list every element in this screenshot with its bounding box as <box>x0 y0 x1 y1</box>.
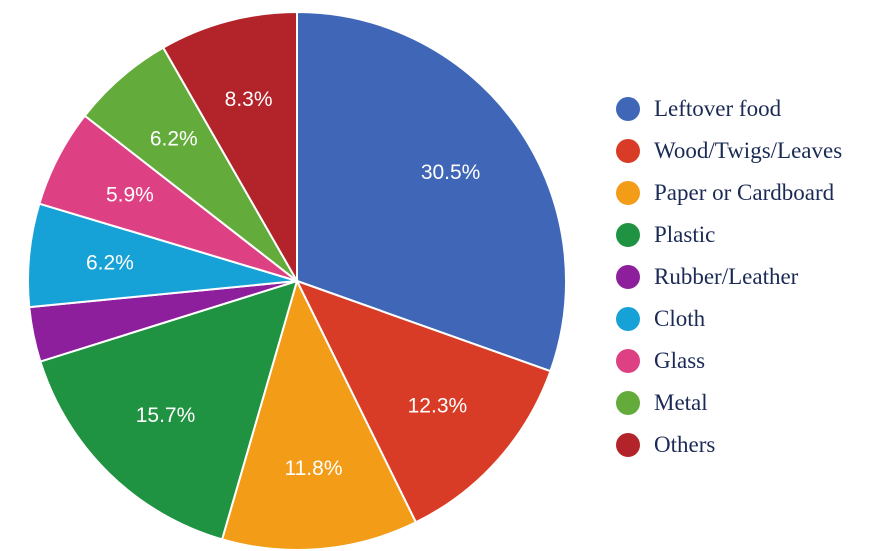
slice-label-leftover-food: 30.5% <box>421 161 481 184</box>
legend-swatch <box>616 307 640 331</box>
pie-slice-plastic <box>39 279 299 541</box>
pie-chart: 30.5% 12.3% 11.8% 15.7% 6.2% 5.9% 6.2% 8.3% <box>26 10 567 551</box>
legend-swatch <box>616 433 640 457</box>
legend-swatch <box>616 265 640 289</box>
legend-item-metal: Metal <box>616 382 842 424</box>
slice-label-wood-twigs-leaves: 12.3% <box>408 395 468 418</box>
legend-label: Glass <box>654 348 706 373</box>
legend-label: Cloth <box>654 306 706 331</box>
legend-item-wood-twigs-leaves: Wood/Twigs/Leaves <box>616 130 842 172</box>
legend-label: Wood/Twigs/Leaves <box>654 138 843 163</box>
legend-item-plastic: Plastic <box>616 214 842 256</box>
legend-label: Leftover food <box>654 96 782 121</box>
legend-item-glass: Glass <box>616 340 842 382</box>
legend-swatch <box>616 391 640 415</box>
legend-label: Rubber/Leather <box>654 264 799 289</box>
pie-slice-wood-twigs-leaves <box>295 279 552 524</box>
pie-slices <box>26 10 567 551</box>
slice-label-plastic: 15.7% <box>136 404 196 427</box>
slice-label-cloth: 6.2% <box>86 251 134 274</box>
legend-label: Others <box>654 432 716 457</box>
legend-swatch <box>616 181 640 205</box>
slice-label-glass: 5.9% <box>106 183 154 206</box>
legend-swatch <box>616 349 640 373</box>
slice-label-others: 8.3% <box>225 88 273 111</box>
legend-swatch <box>616 139 640 163</box>
pie-slice-others <box>161 10 298 285</box>
legend-item-others: Others <box>616 424 842 466</box>
legend-item-cloth: Cloth <box>616 298 842 340</box>
legend-item-leftover-food: Leftover food <box>616 88 842 130</box>
legend: Leftover food Wood/Twigs/Leaves Paper or C… <box>616 88 842 466</box>
legend-item-paper-or-cardboard: Paper or Cardboard <box>616 172 842 214</box>
slice-label-metal: 6.2% <box>150 128 198 151</box>
slice-label-paper-or-cardboard: 11.8% <box>285 457 343 480</box>
pie-labels: 30.5% 12.3% 11.8% 15.7% 6.2% 5.9% 6.2% 8.3% <box>86 88 480 480</box>
legend-swatch <box>616 223 640 247</box>
pie-slice-paper-or-cardboard <box>220 278 418 551</box>
legend-label: Metal <box>654 390 708 415</box>
legend-item-rubber-leather: Rubber/Leather <box>616 256 842 298</box>
legend-swatch <box>616 97 640 121</box>
pie-slice-leftover-food <box>296 10 567 373</box>
legend-label: Plastic <box>654 222 716 247</box>
legend-label: Paper or Cardboard <box>654 180 835 205</box>
